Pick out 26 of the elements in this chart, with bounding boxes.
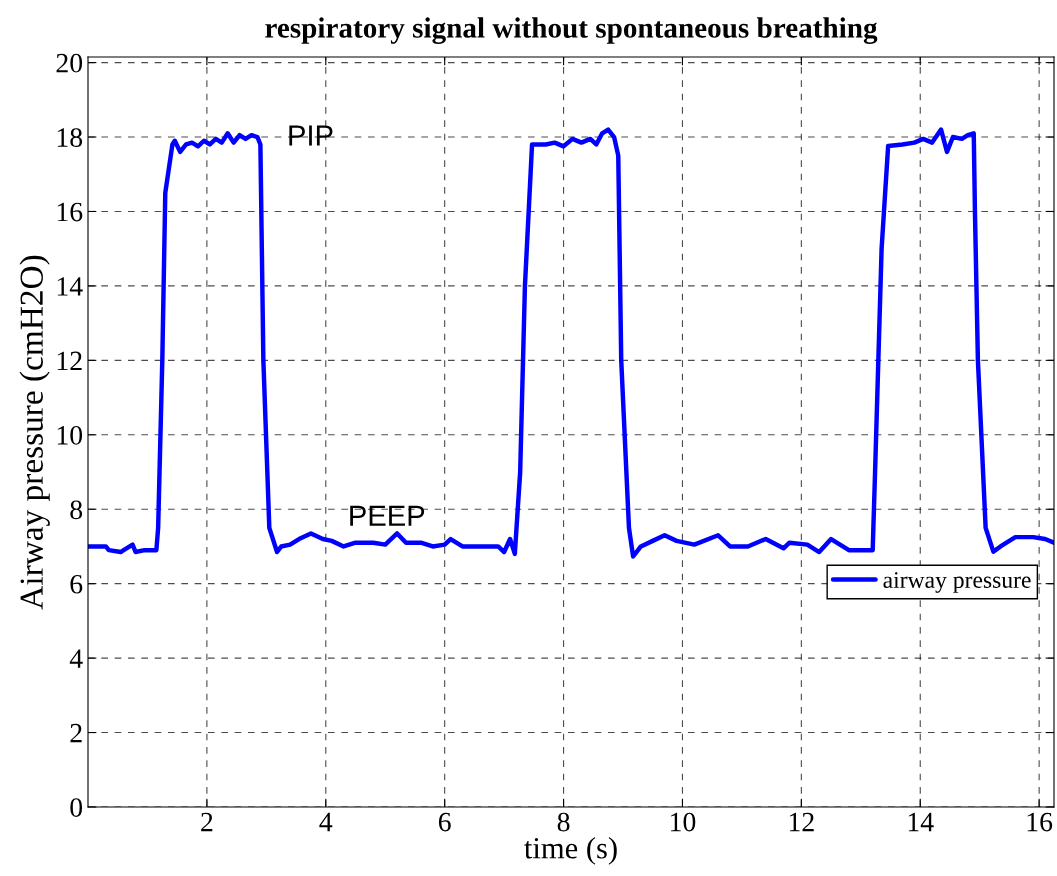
y-tick-label: 0 [70,798,83,817]
x-tick-label: 8 [557,812,570,832]
x-tick-label: 2 [201,812,213,832]
y-tick-label: 8 [70,500,83,520]
line-series [88,127,1054,559]
y-tick-label: 20 [56,53,83,73]
x-tick-label: 16 [1027,812,1053,832]
y-tick-label: 2 [70,723,82,743]
legend-label: airway pressure [883,572,1031,593]
y-tick-label: 18 [57,128,83,147]
x-tick-label: 10 [671,812,696,832]
y-tick-label: 12 [57,351,82,370]
x-tick-label: 4 [319,812,333,832]
chart-title: respiratory signal without spontaneous breathing [265,17,878,44]
x-tick-label: 6 [438,812,451,832]
x-axis-title: time (s) [524,837,617,865]
y-tick-label: 10 [57,425,83,445]
y-tick-label: 14 [57,277,83,296]
y-tick-label: 16 [57,202,83,222]
x-tick-label: 12 [789,812,814,832]
annotation: PIP [289,125,333,146]
y-tick-label: 6 [70,574,83,594]
x-tick-label: 14 [908,812,934,832]
y-tick-label: 4 [69,649,83,668]
y-axis-title: Airway pressure (cmH2O) [19,255,50,610]
annotation: PEEP [350,505,425,526]
